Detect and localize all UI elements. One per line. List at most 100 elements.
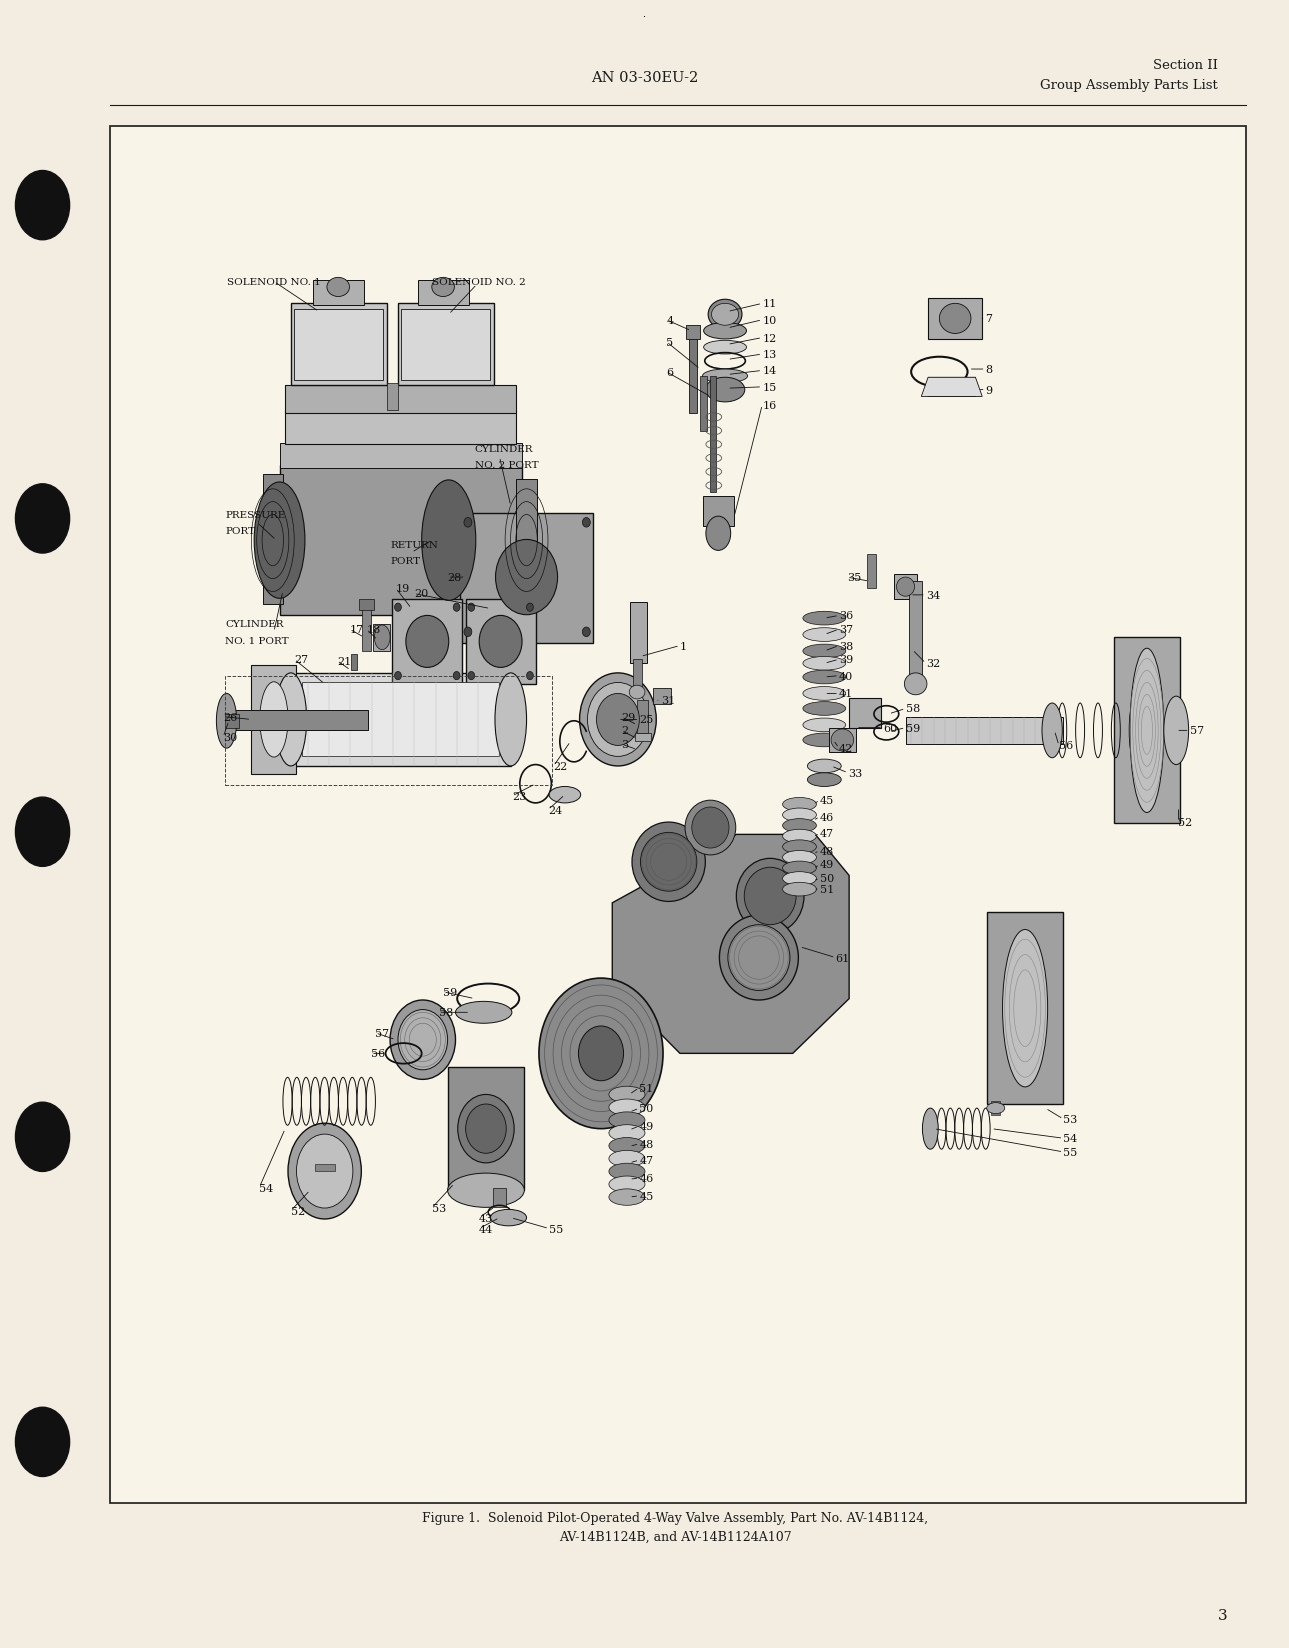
- Ellipse shape: [608, 1086, 644, 1103]
- Text: 15: 15: [762, 382, 776, 392]
- Text: NO. 1 PORT: NO. 1 PORT: [226, 636, 289, 644]
- Circle shape: [15, 798, 70, 867]
- Ellipse shape: [465, 1104, 507, 1154]
- Ellipse shape: [641, 832, 697, 892]
- Bar: [226, 676, 553, 786]
- Text: 43: 43: [480, 1213, 494, 1223]
- Text: 23: 23: [512, 791, 526, 801]
- Ellipse shape: [692, 808, 730, 849]
- Text: 10: 10: [762, 315, 776, 326]
- Ellipse shape: [583, 628, 590, 638]
- Ellipse shape: [406, 616, 449, 667]
- Text: 58: 58: [438, 1007, 452, 1018]
- Ellipse shape: [394, 672, 401, 681]
- Ellipse shape: [744, 868, 797, 925]
- Bar: [302, 682, 499, 756]
- Ellipse shape: [782, 829, 816, 844]
- Ellipse shape: [327, 279, 349, 297]
- Text: 32: 32: [926, 659, 940, 669]
- Text: 19: 19: [396, 583, 410, 593]
- Circle shape: [15, 1407, 70, 1477]
- Circle shape: [15, 171, 70, 241]
- Bar: [294, 310, 383, 381]
- Ellipse shape: [526, 672, 534, 681]
- Text: 13: 13: [762, 349, 776, 359]
- Text: PORT: PORT: [391, 557, 420, 565]
- Bar: [829, 728, 856, 753]
- Ellipse shape: [782, 850, 816, 865]
- Text: 61: 61: [835, 953, 849, 962]
- Ellipse shape: [831, 730, 853, 751]
- Polygon shape: [612, 836, 849, 1053]
- Ellipse shape: [422, 481, 476, 602]
- Text: SOLENOID NO. 2: SOLENOID NO. 2: [432, 279, 526, 287]
- Bar: [387, 384, 398, 410]
- Text: 56: 56: [371, 1048, 385, 1058]
- Text: 52: 52: [1178, 817, 1192, 827]
- Ellipse shape: [580, 674, 656, 766]
- Ellipse shape: [608, 1112, 644, 1129]
- Bar: [460, 514, 593, 643]
- Ellipse shape: [782, 819, 816, 832]
- Bar: [688, 338, 697, 414]
- Text: 50: 50: [639, 1104, 654, 1114]
- Ellipse shape: [782, 840, 816, 854]
- Ellipse shape: [705, 377, 745, 402]
- Text: 41: 41: [839, 689, 853, 699]
- Ellipse shape: [1164, 697, 1188, 765]
- Ellipse shape: [464, 628, 472, 638]
- Ellipse shape: [254, 483, 305, 598]
- Ellipse shape: [454, 672, 460, 681]
- Ellipse shape: [1042, 704, 1062, 758]
- Text: 39: 39: [839, 654, 853, 664]
- Ellipse shape: [684, 801, 736, 855]
- Text: 47: 47: [639, 1155, 654, 1165]
- Text: 33: 33: [848, 768, 862, 778]
- Text: 44: 44: [480, 1224, 494, 1234]
- Text: 58: 58: [905, 704, 920, 714]
- Text: 35: 35: [847, 574, 861, 583]
- Ellipse shape: [1130, 649, 1164, 812]
- Text: 49: 49: [820, 860, 834, 870]
- Text: 5: 5: [666, 338, 674, 348]
- Text: 54: 54: [1063, 1134, 1078, 1144]
- Text: 20: 20: [414, 588, 428, 600]
- Ellipse shape: [455, 1002, 512, 1023]
- Text: 46: 46: [820, 812, 834, 822]
- Ellipse shape: [275, 674, 307, 766]
- Ellipse shape: [495, 541, 558, 615]
- Text: 21: 21: [336, 656, 352, 666]
- Ellipse shape: [391, 1000, 455, 1079]
- Bar: [285, 386, 517, 414]
- Ellipse shape: [458, 1094, 514, 1163]
- Bar: [315, 1165, 335, 1172]
- Text: 55: 55: [549, 1224, 563, 1234]
- Text: CYLINDER: CYLINDER: [474, 445, 534, 453]
- Text: 28: 28: [447, 574, 461, 583]
- Ellipse shape: [217, 694, 237, 748]
- Text: 1: 1: [679, 641, 687, 651]
- Text: 51: 51: [820, 885, 834, 895]
- Ellipse shape: [704, 341, 746, 354]
- Bar: [867, 554, 877, 588]
- Bar: [652, 689, 670, 705]
- Ellipse shape: [464, 517, 472, 527]
- Bar: [700, 377, 706, 432]
- Ellipse shape: [803, 644, 846, 659]
- Ellipse shape: [394, 603, 401, 611]
- Bar: [227, 710, 367, 732]
- Text: 16: 16: [762, 400, 776, 410]
- Ellipse shape: [526, 603, 534, 611]
- Text: 42: 42: [839, 743, 853, 753]
- Text: 14: 14: [762, 366, 776, 376]
- Bar: [358, 600, 374, 610]
- Text: Section II: Section II: [1154, 59, 1218, 73]
- Ellipse shape: [803, 628, 846, 643]
- Ellipse shape: [608, 1163, 644, 1180]
- Ellipse shape: [432, 279, 454, 297]
- Ellipse shape: [608, 1099, 644, 1116]
- Bar: [398, 305, 494, 386]
- Text: 55: 55: [1063, 1147, 1078, 1157]
- Text: Figure 1.  Solenoid Pilot-Operated 4-Way Valve Assembly, Part No. AV-14B1124,: Figure 1. Solenoid Pilot-Operated 4-Way …: [423, 1511, 928, 1524]
- Text: 49: 49: [639, 1121, 654, 1131]
